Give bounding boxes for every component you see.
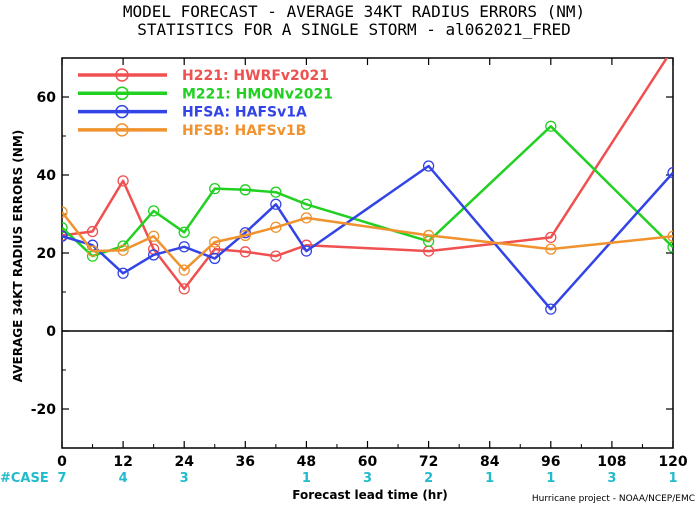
case-count: 1 [485, 471, 494, 486]
x-tick-label: 120 [658, 454, 687, 470]
series-4-point [147, 230, 160, 242]
x-tick-label: 60 [358, 454, 378, 470]
series-4-point [62, 206, 68, 218]
series-3-point [239, 227, 251, 239]
series-1-point [117, 175, 129, 187]
legend-marker-2 [115, 86, 129, 101]
legend-marker-1 [115, 68, 129, 82]
case-count: 1 [546, 471, 555, 486]
series-3-point [422, 160, 435, 172]
case-count: 4 [119, 471, 128, 486]
series-3-point [117, 267, 129, 279]
series-4-point [270, 221, 282, 233]
credit-label: Hurricane project - NOAA/NCEP/EMC [532, 494, 695, 504]
series-2-point [239, 184, 251, 196]
series-1-point [545, 231, 557, 244]
series-4-point [239, 229, 251, 242]
series-3-point [300, 245, 313, 257]
series-3-point [545, 303, 557, 315]
series-3-point [667, 167, 673, 179]
y-tick-label: 0 [46, 324, 56, 340]
series-3-point [147, 249, 160, 261]
plot-frame [61, 57, 674, 449]
case-counts: 7 4 3 1 3 2 1 1 3 1 [57, 471, 677, 486]
legend-marker-3 [115, 104, 129, 119]
series-1-point [239, 246, 251, 258]
series-line-1 [62, 58, 669, 291]
legend-label-4: HFSB: HAFSv1B [182, 123, 306, 139]
x-tick-label: 36 [236, 454, 255, 470]
series-3-point [178, 241, 190, 253]
series-4-point [178, 264, 190, 276]
x-tick-label: 72 [419, 454, 438, 470]
series-2-point [62, 222, 68, 234]
legend-label-2: M221: HMONv2021 [182, 86, 333, 102]
y-tick-label: 40 [37, 168, 57, 184]
series-3-point [62, 230, 68, 242]
x-tick-label: 108 [597, 454, 626, 470]
series-2-point [147, 205, 160, 217]
case-count: 1 [302, 471, 311, 486]
series-4-point [300, 212, 313, 224]
y-tick-label: 60 [37, 90, 57, 106]
legend-label-1: H221: HWRFv2021 [182, 68, 329, 84]
series-4-point [545, 243, 557, 255]
series-2-point [545, 120, 557, 132]
case-count: 1 [668, 471, 677, 486]
case-label: #CASE [0, 471, 49, 486]
y-axis-label: AVERAGE 34KT RADIUS ERRORS (NM) [11, 130, 25, 382]
series-4-point [422, 229, 435, 242]
chart-subtitle: STATISTICS FOR A SINGLE STORM - al062021… [137, 20, 570, 39]
y-tick-label: -20 [31, 402, 57, 418]
case-count: 3 [607, 471, 616, 486]
series-3-point [270, 198, 282, 210]
case-count: 3 [363, 471, 372, 486]
x-tick-label: 84 [480, 454, 500, 470]
y-tick-label: 20 [37, 246, 57, 262]
legend-label-3: HFSA: HAFSv1A [182, 105, 307, 121]
legend-marker-4 [115, 123, 129, 137]
series-1-point [86, 225, 99, 238]
series-4-point [667, 230, 673, 242]
x-tick-label: 96 [541, 454, 560, 470]
series-2-point [667, 241, 673, 253]
case-count: 3 [180, 471, 189, 486]
axes: 0 12 24 36 48 60 72 84 96 108 120 -20 0 20 40 60 [31, 57, 688, 470]
legend: H221: HWRFv2021 M221: HMONv2021 HFSA: HAFS… [78, 68, 333, 139]
series-1-point [270, 250, 282, 262]
x-tick-label: 0 [57, 454, 67, 470]
x-tick-label: 12 [113, 454, 132, 470]
chart-title: MODEL FORECAST - AVERAGE 34KT RADIUS ERR… [123, 2, 585, 21]
series-2-point [300, 198, 313, 210]
series-4-point [117, 244, 129, 256]
series-2-point [270, 186, 282, 198]
series-1-point [178, 283, 190, 295]
series-2-point [209, 182, 221, 195]
series-line-3 [62, 164, 673, 311]
series-2-point [178, 226, 190, 238]
x-tick-label: 48 [297, 454, 316, 470]
series-4-point [86, 245, 99, 257]
series-layer [62, 43, 678, 315]
series-1-point [668, 43, 678, 53]
series-4-point [209, 236, 221, 248]
case-count: 2 [424, 471, 433, 486]
x-tick-label: 24 [174, 454, 194, 470]
case-count: 7 [57, 471, 66, 486]
x-axis-label: Forecast lead time (hr) [292, 488, 448, 502]
series-3-point [209, 252, 221, 265]
